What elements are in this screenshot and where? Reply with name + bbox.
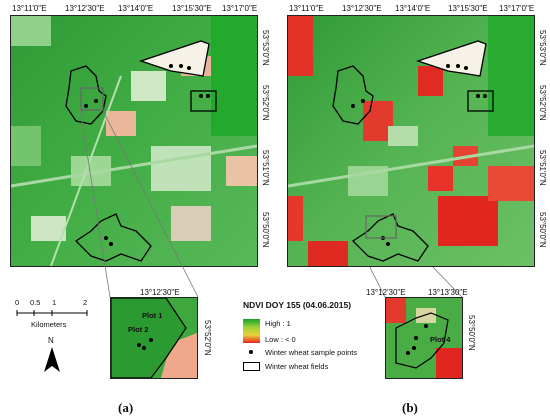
legend-fields-label: Winter wheat fields bbox=[265, 362, 329, 371]
legend-title: NDVI DOY 155 (04.06.2015) bbox=[243, 300, 352, 310]
coord-a-x-1: 13°12'30"E bbox=[65, 4, 105, 13]
panel-label-a: (a) bbox=[118, 400, 134, 415]
scale-bar: 0 0.5 1 2 Kilometers bbox=[15, 298, 105, 338]
coord-b-y-2: 53°51'0"N bbox=[538, 150, 547, 186]
ndvi-map-b bbox=[287, 15, 535, 267]
panel-label-b: (b) bbox=[402, 400, 418, 415]
inset-map-a-image bbox=[111, 298, 197, 378]
plot-2-label: Plot 2 bbox=[128, 325, 149, 334]
coord-inset-b-x-1: 13°13'30"E bbox=[428, 288, 468, 297]
scale-tick-2: 1 bbox=[52, 298, 57, 307]
sample-point-symbol bbox=[249, 350, 253, 354]
coord-a-x-3: 13°15'30"E bbox=[172, 4, 212, 13]
coord-b-y-1: 53°52'0"N bbox=[538, 85, 547, 121]
coord-a-x-2: 13°14'0"E bbox=[118, 4, 154, 13]
inset-map-b bbox=[385, 297, 463, 379]
coord-b-x-3: 13°15'30"E bbox=[448, 4, 488, 13]
legend-points-label: Winter wheat sample points bbox=[265, 348, 358, 357]
scale-tick-3: 2 bbox=[83, 298, 88, 307]
north-arrow: N bbox=[43, 336, 63, 374]
coord-b-y-3: 53°50'0"N bbox=[538, 212, 547, 248]
scale-bar-graphic bbox=[16, 310, 88, 316]
legend: NDVI DOY 155 (04.06.2015) High : 1 Low :… bbox=[240, 300, 375, 385]
legend-low-label: Low : < 0 bbox=[265, 335, 296, 344]
ndvi-map-a bbox=[10, 15, 258, 267]
coord-b-x-2: 13°14'0"E bbox=[395, 4, 431, 13]
coord-inset-a-y: 53°52'0"N bbox=[203, 320, 212, 356]
coord-a-x-4: 13°17'0"E bbox=[222, 4, 258, 13]
scale-unit: Kilometers bbox=[31, 320, 67, 329]
inset-map-b-image bbox=[386, 298, 462, 378]
ndvi-map-a-image bbox=[11, 16, 257, 266]
inset-map-a bbox=[110, 297, 198, 379]
plot-4-label: Plot 4 bbox=[430, 335, 451, 344]
scale-tick-1: 0.5 bbox=[30, 298, 41, 307]
coord-b-x-0: 13°11'0"E bbox=[289, 4, 324, 13]
field-outline-symbol bbox=[243, 362, 260, 371]
coord-inset-b-y: 53°50'0"N bbox=[467, 315, 476, 351]
ndvi-map-b-image bbox=[288, 16, 534, 266]
north-arrow-icon bbox=[44, 347, 60, 372]
coord-b-x-1: 13°12'30"E bbox=[342, 4, 382, 13]
plot-1-label: Plot 1 bbox=[142, 311, 163, 320]
coord-a-x-0: 13°11'0"E bbox=[12, 4, 47, 13]
ndvi-color-ramp bbox=[243, 319, 260, 343]
scale-tick-0: 0 bbox=[15, 298, 20, 307]
coord-inset-b-x-0: 13°12'30"E bbox=[366, 288, 406, 297]
coord-b-y-0: 53°53'0"N bbox=[538, 30, 547, 66]
coord-inset-a-x: 13°12'30"E bbox=[140, 288, 180, 297]
coord-b-x-4: 13°17'0"E bbox=[499, 4, 535, 13]
north-label: N bbox=[48, 336, 54, 345]
legend-high-label: High : 1 bbox=[265, 319, 291, 328]
